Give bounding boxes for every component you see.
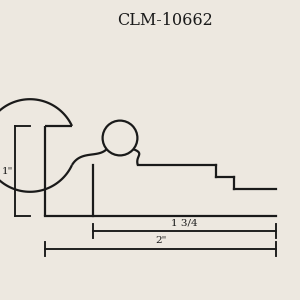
- Text: CLM-10662: CLM-10662: [117, 12, 213, 29]
- Text: 1 3/4: 1 3/4: [171, 218, 198, 227]
- Text: 1": 1": [2, 167, 14, 176]
- Text: 2": 2": [155, 236, 166, 245]
